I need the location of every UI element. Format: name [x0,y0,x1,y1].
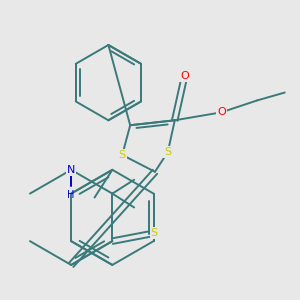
Text: H: H [68,190,75,200]
Text: S: S [164,147,171,157]
Text: S: S [150,228,158,238]
Text: O: O [180,71,189,81]
Text: N: N [67,165,75,175]
Text: S: S [119,150,126,160]
Text: O: O [217,107,226,117]
